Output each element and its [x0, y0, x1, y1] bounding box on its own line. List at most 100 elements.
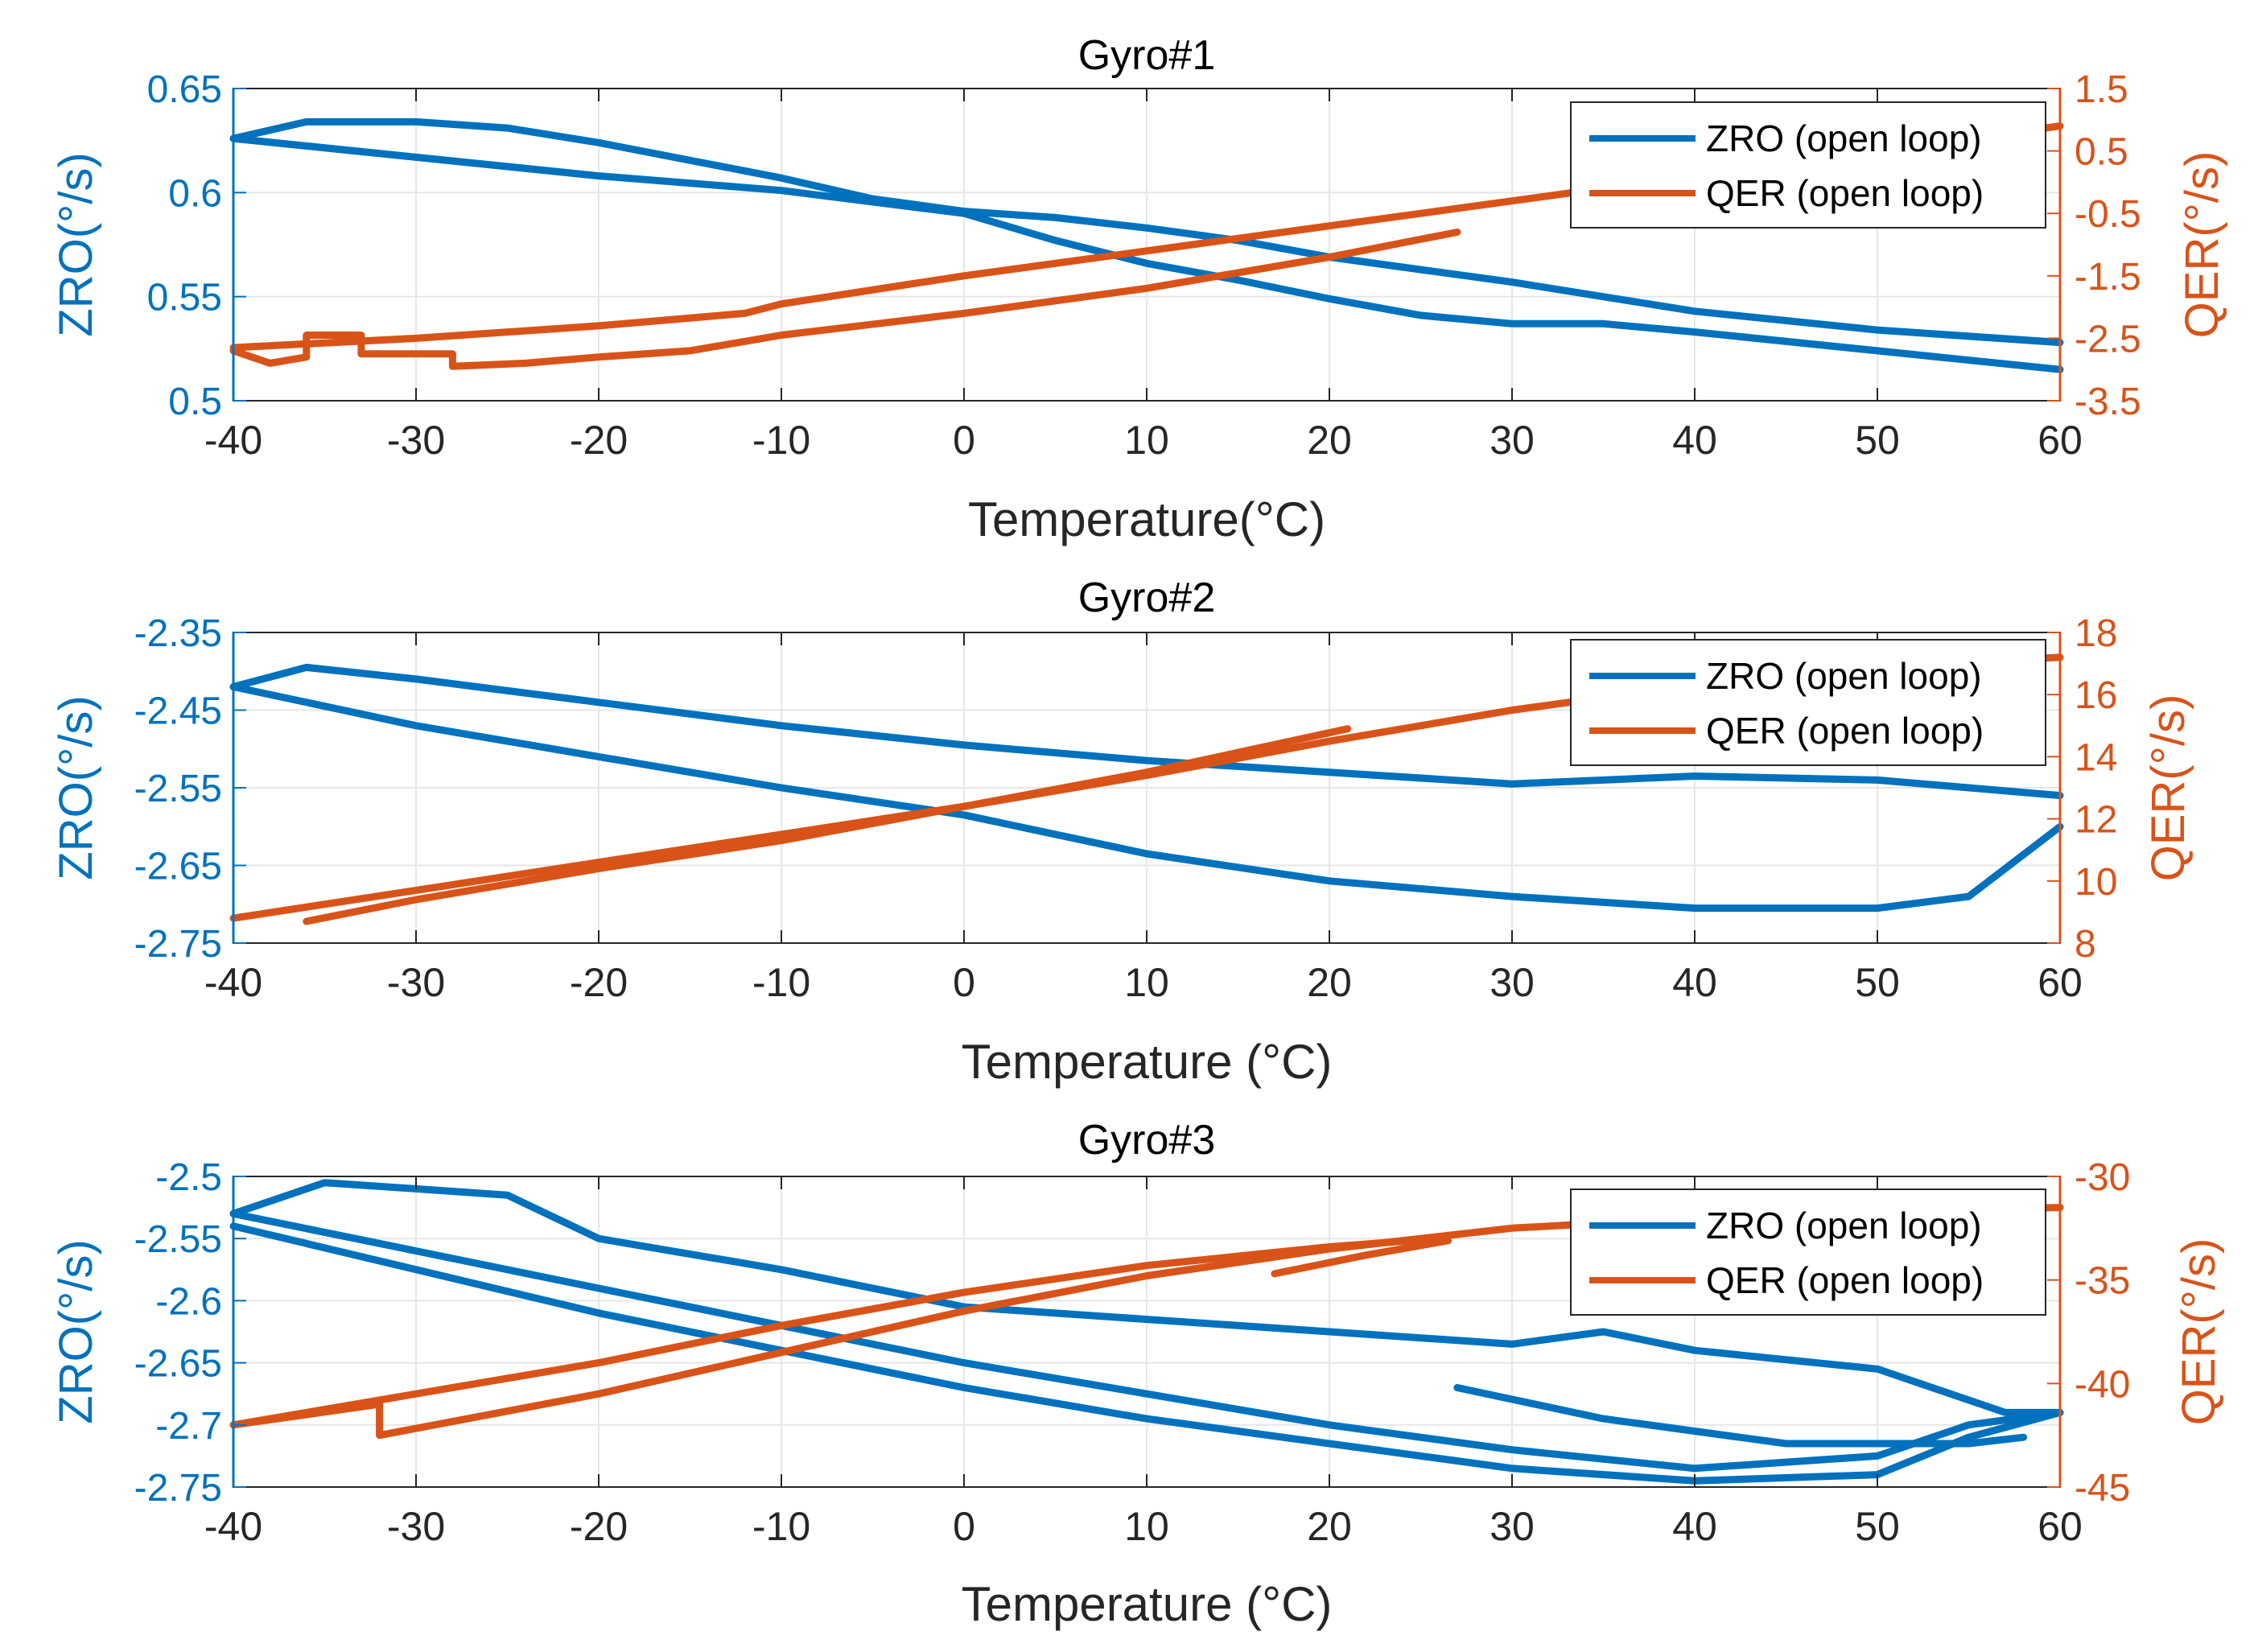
legend-box: [1570, 1189, 2046, 1316]
y-left-tick-label: -2.35: [134, 612, 222, 655]
x-tick-label: -30: [387, 418, 445, 463]
y-left-tick-label: -2.55: [134, 768, 222, 810]
legend-label-qer: QER (open loop): [1706, 710, 1984, 752]
qer-series-line: [229, 229, 1461, 370]
x-tick-label: -10: [752, 418, 810, 463]
qer-series-line: [1271, 1237, 1452, 1278]
zro-series-line: [229, 683, 2064, 913]
x-tick-label: 50: [1855, 960, 1900, 1005]
x-tick-label: 20: [1307, 1504, 1352, 1549]
x-tick-label: 20: [1307, 418, 1352, 463]
y-right-tick-label: 0.5: [2075, 131, 2128, 174]
y-right-tick-label: -35: [2075, 1260, 2130, 1303]
y-right-tick-label: -3.5: [2075, 381, 2141, 423]
x-tick-label: 40: [1672, 960, 1717, 1005]
zro-series-line: [1453, 1384, 2028, 1448]
y-left-tick-label: 0.6: [168, 172, 222, 215]
y-right-tick-label: -1.5: [2075, 256, 2141, 299]
gyro-3-panel: Gyro#3 -40 -30 -20 -10 0 10 20 30 40 50 60 -2.75 -2.…: [50, 1117, 2225, 1631]
legend: ZRO (open loop) QER (open loop): [1570, 101, 2046, 229]
x-tick-label: 30: [1490, 418, 1535, 463]
x-tick-label: 0: [953, 960, 975, 1005]
x-tick-label: -10: [752, 960, 810, 1005]
x-tick-label: 20: [1307, 960, 1352, 1005]
x-tick-label: 60: [2038, 960, 2083, 1005]
x-tick-label: -30: [387, 960, 445, 1005]
gyro-2-panel: Gyro#2 -40 -30 -20 -10 0 10 20 30 40 50 60 -2.75 -2.…: [50, 575, 2194, 1089]
legend-box: [1570, 639, 2046, 766]
x-tick-label: 40: [1672, 418, 1717, 463]
zro-series-line: [229, 134, 2064, 373]
y-right-tick-label: 1.5: [2075, 68, 2128, 111]
y-axis-left-label: ZRO(°/s): [50, 152, 102, 336]
y-left-tick-label: -2.45: [134, 690, 222, 733]
x-tick-label: -20: [570, 418, 628, 463]
qer-series-line: [229, 1234, 1443, 1429]
x-tick-label: -10: [752, 1504, 810, 1549]
x-tick-label: -20: [570, 1504, 628, 1549]
chart-title: Gyro#1: [1078, 32, 1216, 79]
zro-series-line: [229, 1179, 2064, 1416]
y-left-tick-label: -2.65: [134, 1343, 222, 1386]
y-left-tick-label: 0.5: [168, 381, 222, 423]
y-axis-right-label: QER(°/s): [2173, 1238, 2225, 1426]
x-tick-label: 0: [953, 418, 975, 463]
x-tick-label: 60: [2038, 1504, 2083, 1549]
y-right-tick-label: -0.5: [2075, 193, 2141, 236]
legend: ZRO (open loop) QER (open loop): [1570, 639, 2046, 766]
legend-label-qer: QER (open loop): [1706, 1259, 1984, 1301]
x-axis-label: Temperature(°C): [968, 492, 1325, 546]
y-right-tick-label: 18: [2075, 612, 2117, 655]
legend-box: [1570, 101, 2046, 229]
y-left-tick-label: -2.75: [134, 923, 222, 966]
qer-series-line: [303, 725, 1352, 925]
zro-series-line: [229, 1209, 2064, 1473]
x-tick-label: -40: [204, 418, 262, 463]
y-right-tick-label: 8: [2075, 923, 2096, 966]
zro-series-line: [229, 117, 2064, 347]
chart-title: Gyro#2: [1078, 575, 1216, 621]
y-right-tick-label: 14: [2075, 736, 2117, 779]
x-tick-label: -30: [387, 1504, 445, 1549]
x-tick-label: 30: [1490, 960, 1535, 1005]
y-right-tick-label: -40: [2075, 1363, 2130, 1406]
gyro-1-panel: Gyro#1 -40 -30 -20 -10 0 10 20 30 40 50 60 0.5 0.55 0…: [50, 32, 2228, 546]
y-axis-left-label: ZRO(°/s): [50, 695, 102, 880]
zro-series-line: [229, 663, 2064, 800]
x-tick-label: 50: [1855, 418, 1900, 463]
x-tick-label: -20: [570, 960, 628, 1005]
y-axis-left-label: ZRO(°/s): [50, 1239, 102, 1423]
y-axis-right-label: QER(°/s): [2176, 151, 2228, 339]
y-axis-right-label: QER(°/s): [2142, 694, 2194, 882]
x-tick-label: 60: [2038, 418, 2083, 463]
y-right-tick-label: -2.5: [2075, 318, 2141, 360]
x-tick-label: 10: [1124, 1504, 1169, 1549]
y-right-tick-label: -45: [2075, 1467, 2130, 1510]
y-left-tick-label: -2.75: [134, 1467, 222, 1510]
y-left-tick-label: -2.6: [155, 1280, 222, 1323]
y-right-tick-label: 10: [2075, 861, 2117, 904]
x-tick-label: 0: [953, 1504, 975, 1549]
y-left-tick-label: -2.55: [134, 1218, 222, 1261]
y-left-tick-label: -2.5: [155, 1156, 222, 1199]
y-left-tick-label: -2.65: [134, 846, 222, 888]
x-axis-label: Temperature (°C): [962, 1577, 1333, 1631]
x-tick-label: -40: [204, 1504, 262, 1549]
x-axis-label: Temperature (°C): [962, 1035, 1333, 1089]
legend: ZRO (open loop) QER (open loop): [1570, 1189, 2046, 1316]
y-right-tick-label: 12: [2075, 799, 2117, 842]
x-tick-label: 40: [1672, 1504, 1717, 1549]
x-tick-label: 30: [1490, 1504, 1535, 1549]
y-left-tick-label: -2.7: [155, 1405, 222, 1448]
x-tick-label: -40: [204, 960, 262, 1005]
legend-label-zro: ZRO (open loop): [1706, 117, 1982, 159]
zro-series-line: [229, 1222, 2064, 1485]
legend-label-zro: ZRO (open loop): [1706, 655, 1982, 697]
y-right-tick-label: 16: [2075, 674, 2117, 717]
x-tick-label: 50: [1855, 1504, 1900, 1549]
legend-label-qer: QER (open loop): [1706, 172, 1984, 214]
legend-label-zro: ZRO (open loop): [1706, 1205, 1982, 1246]
x-tick-label: 10: [1124, 960, 1169, 1005]
chart-title: Gyro#3: [1078, 1117, 1216, 1164]
